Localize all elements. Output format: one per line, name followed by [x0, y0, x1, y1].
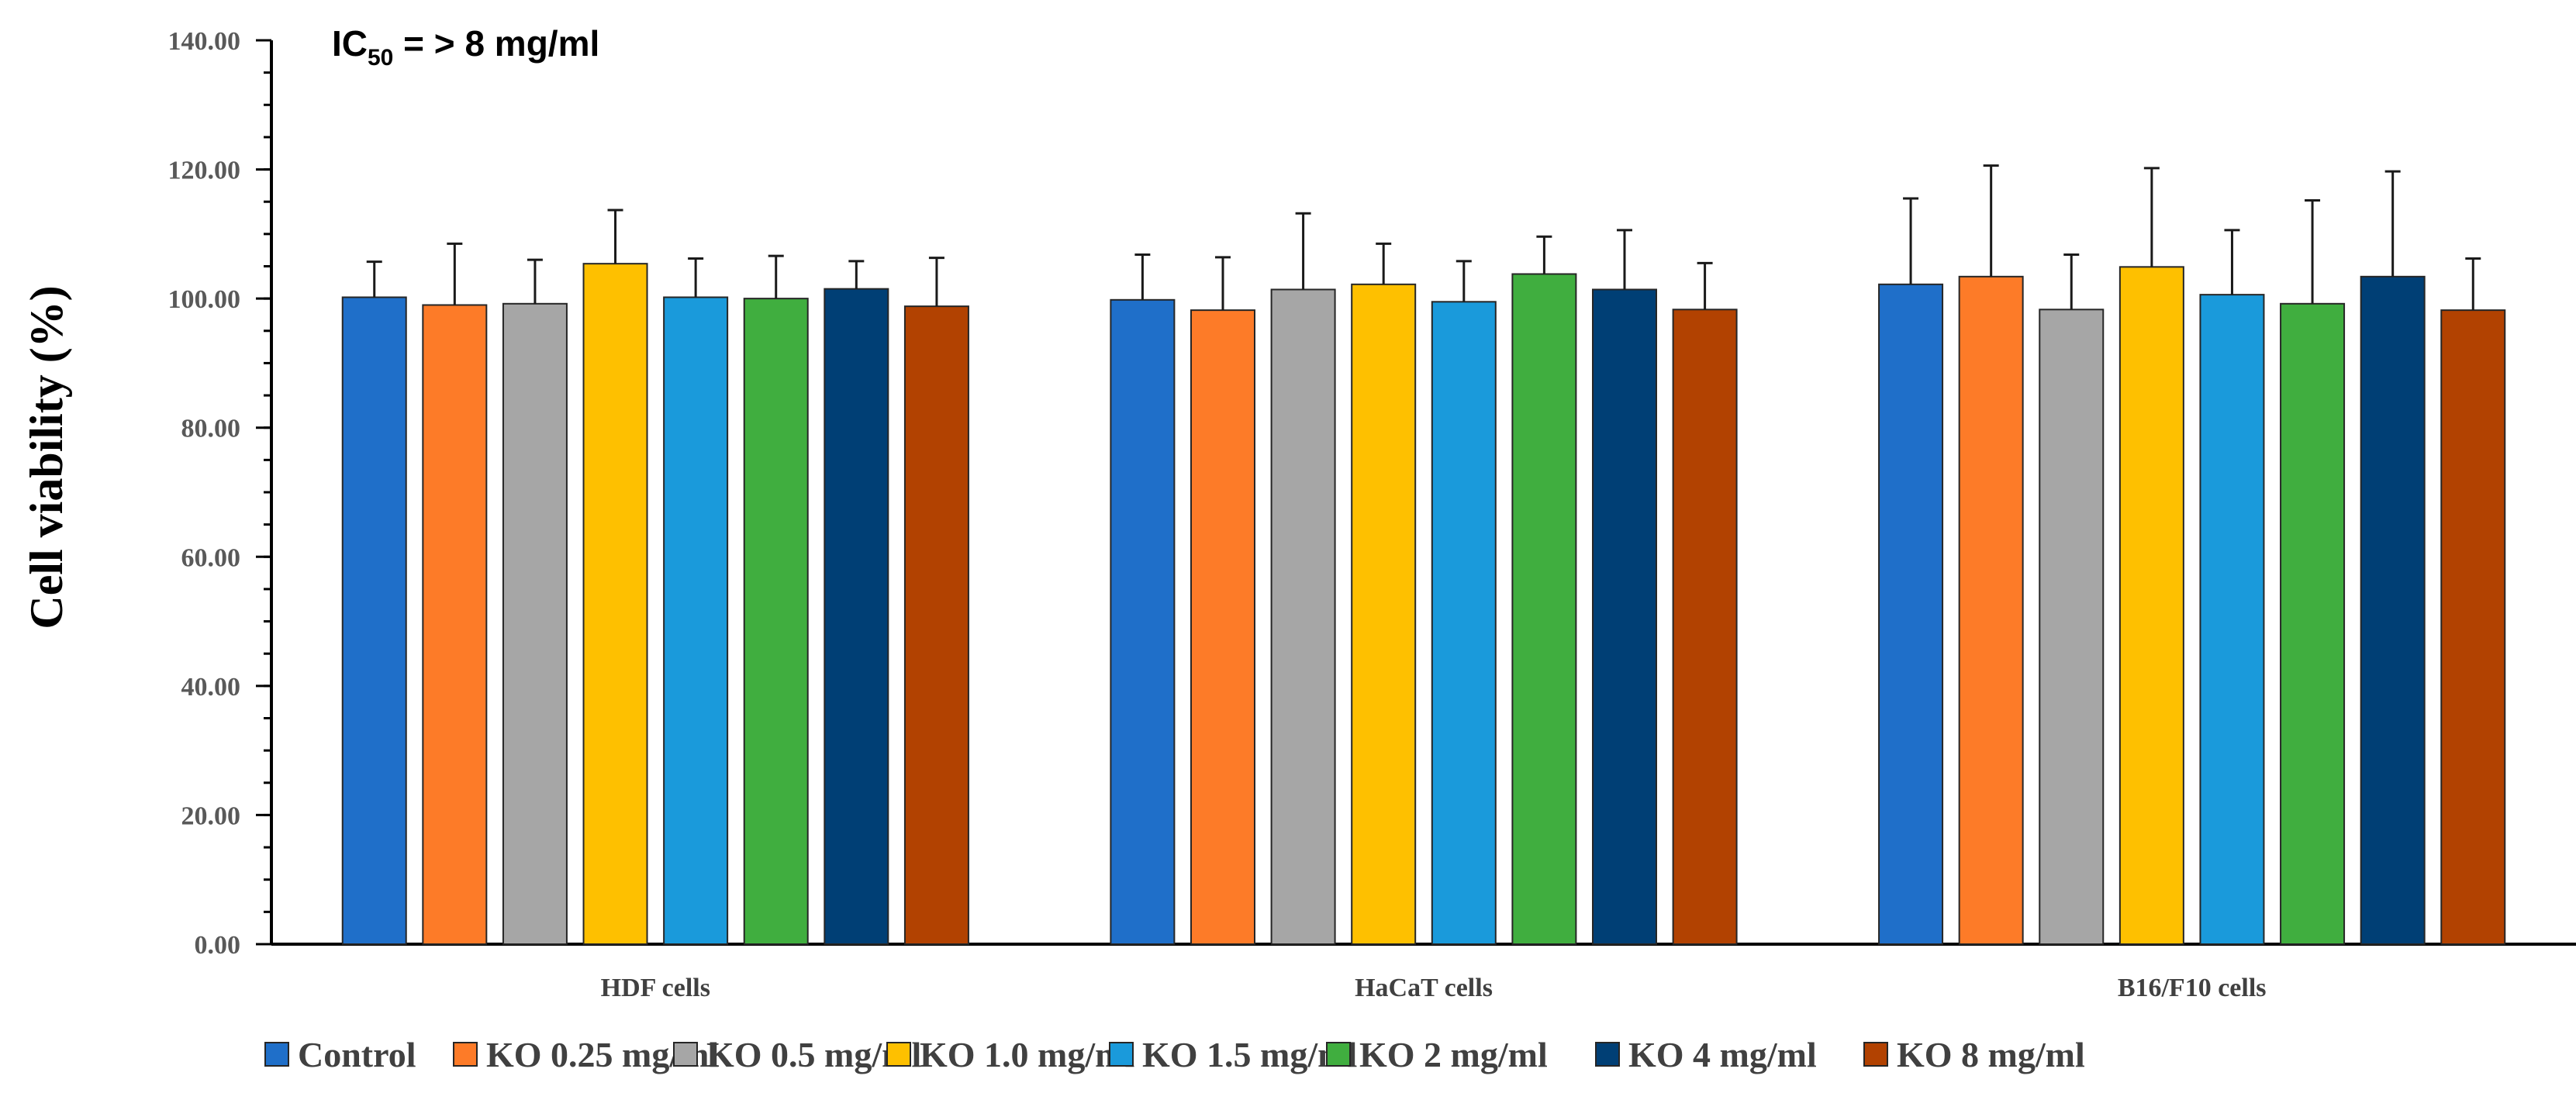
legend-label: KO 0.5 mg/ml — [706, 1035, 921, 1074]
y-tick-label: 140.00 — [168, 27, 241, 56]
bar — [2360, 275, 2426, 945]
legend-swatch — [1863, 1042, 1888, 1067]
bar — [1958, 275, 2024, 945]
bar — [582, 263, 648, 945]
bar — [743, 298, 809, 945]
bar — [1190, 309, 1255, 945]
y-axis: 0.00 20.00 40.00 60.00 80.00 100.00 120.00 140.… — [168, 27, 273, 960]
ic50-annotation: IC50 = > 8 mg/ml — [332, 23, 599, 71]
bar — [1672, 309, 1738, 945]
legend-swatch — [453, 1042, 478, 1067]
bars — [341, 263, 2506, 946]
legend-label: KO 8 mg/ml — [1897, 1035, 2085, 1074]
legend-swatch — [264, 1042, 289, 1067]
bar — [1511, 273, 1577, 946]
bar — [903, 305, 969, 945]
bar — [2118, 266, 2184, 945]
legend-label: KO 1.0 mg/ml — [920, 1035, 1134, 1074]
legend-swatch — [673, 1042, 698, 1067]
ic50-prefix: IC — [332, 23, 368, 64]
bar — [2440, 309, 2506, 945]
bar — [824, 288, 889, 945]
y-tick-label: 0.00 — [195, 931, 241, 960]
legend-swatch — [886, 1042, 911, 1067]
category-labels: HDF cells HaCaT cells B16/F10 cells — [601, 974, 2267, 1002]
legend-swatch — [1595, 1042, 1620, 1067]
legend-label: KO 1.5 mg/ml — [1142, 1035, 1357, 1074]
bar — [502, 302, 568, 945]
y-axis-title: Cell viability (%) — [21, 285, 72, 629]
bar — [663, 296, 729, 945]
y-tick-label: 60.00 — [181, 543, 241, 572]
bar — [341, 296, 407, 945]
category-label: HDF cells — [601, 974, 710, 1002]
y-tick-label: 40.00 — [181, 673, 241, 702]
y-tick-label: 100.00 — [168, 285, 241, 314]
bar — [1110, 298, 1176, 945]
bar — [2199, 294, 2265, 946]
bar — [1351, 283, 1417, 945]
legend-swatch — [1109, 1042, 1134, 1067]
legend-swatch — [1326, 1042, 1351, 1067]
bar — [1431, 301, 1497, 945]
bar — [2280, 302, 2346, 945]
bar — [1592, 288, 1657, 945]
y-tick-label: 120.00 — [168, 157, 241, 185]
bar — [2039, 309, 2105, 945]
bar — [1270, 288, 1336, 945]
bar — [1878, 283, 1944, 945]
legend-label: Control — [298, 1035, 416, 1074]
ic50-subscript: 50 — [368, 45, 393, 71]
ic50-suffix: = > 8 mg/ml — [393, 23, 599, 64]
bar — [422, 304, 488, 945]
y-tick-label: 80.00 — [181, 415, 241, 443]
category-label: B16/F10 cells — [2118, 974, 2267, 1002]
y-tick-label: 20.00 — [181, 802, 241, 830]
category-label: HaCaT cells — [1355, 974, 1493, 1002]
error-bars — [366, 164, 2481, 311]
legend-label: KO 2 mg/ml — [1359, 1035, 1548, 1074]
legend-label: KO 4 mg/ml — [1628, 1035, 1817, 1074]
